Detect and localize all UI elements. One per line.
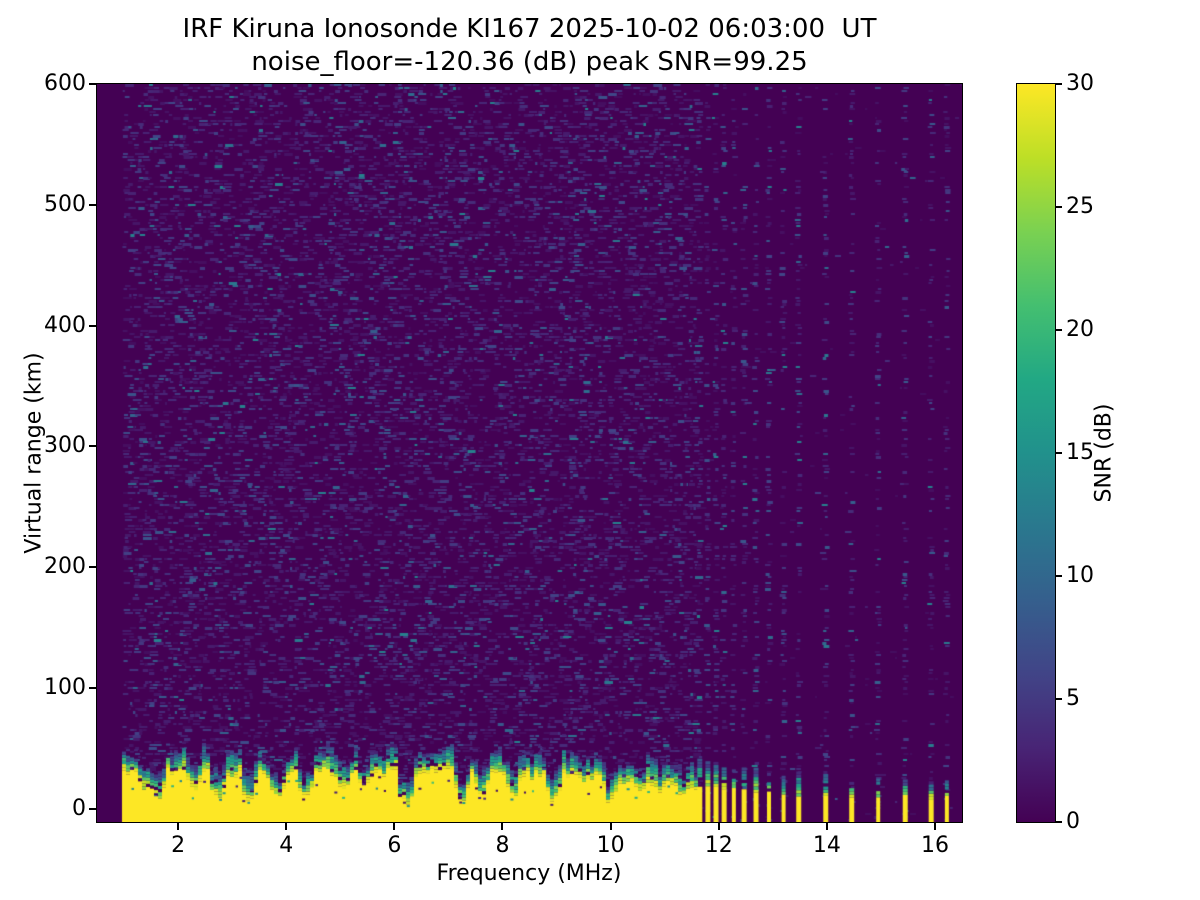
- y-tick-mark: [89, 83, 97, 85]
- colorbar-tick-label: 10: [1066, 563, 1094, 588]
- y-tick-mark: [89, 203, 97, 206]
- chart-title: IRF Kiruna Ionosonde KI167 2025-10-02 06…: [182, 14, 877, 44]
- colorbar-tick-mark: [1055, 575, 1062, 577]
- y-tick-mark: [89, 445, 97, 448]
- y-tick-mark: [89, 324, 97, 327]
- colorbar-tick-label: 5: [1066, 686, 1080, 711]
- x-tick-mark: [393, 822, 396, 830]
- y-tick-label: 100: [44, 674, 86, 700]
- colorbar-tick-mark: [1055, 206, 1062, 208]
- x-tick-label: 2: [171, 833, 186, 858]
- x-tick-label: 6: [387, 833, 402, 858]
- colorbar-tick-mark: [1055, 698, 1062, 700]
- title-block: IRF Kiruna Ionosonde KI167 2025-10-02 06…: [97, 13, 962, 79]
- colorbar-tick-label: 25: [1066, 194, 1094, 219]
- colorbar-tick-mark: [1055, 83, 1062, 85]
- x-tick-label: 4: [279, 833, 294, 858]
- plot-area: [96, 83, 963, 823]
- y-tick-mark: [89, 566, 97, 569]
- y-tick-label: 200: [44, 554, 86, 580]
- colorbar-tick-label: 20: [1066, 317, 1094, 342]
- x-tick-label: 16: [920, 833, 949, 858]
- chart-subtitle: noise_floor=-120.36 (dB) peak SNR=99.25: [251, 47, 808, 77]
- y-axis-label: Virtual range (km): [21, 352, 47, 554]
- x-axis-label: Frequency (MHz): [436, 861, 622, 886]
- colorbar: [1016, 83, 1056, 823]
- y-tick-mark: [89, 686, 97, 689]
- x-tick-mark: [825, 822, 828, 830]
- colorbar-tick-mark: [1055, 821, 1062, 823]
- x-tick-mark: [933, 822, 936, 830]
- colorbar-label: SNR (dB): [1091, 403, 1117, 503]
- x-tick-label: 8: [495, 833, 510, 858]
- x-tick-mark: [717, 822, 720, 830]
- colorbar-tick-label: 0: [1066, 809, 1080, 834]
- colorbar-tick-mark: [1055, 329, 1062, 331]
- x-tick-label: 14: [812, 833, 841, 858]
- colorbar-tick-mark: [1055, 452, 1062, 454]
- x-tick-mark: [177, 822, 180, 830]
- x-tick-mark: [285, 822, 288, 830]
- y-tick-mark: [89, 807, 97, 810]
- x-tick-label: 10: [596, 833, 625, 858]
- colorbar-tick-label: 15: [1066, 440, 1094, 465]
- y-tick-label: 600: [44, 71, 86, 96]
- heatmap-canvas: [97, 84, 962, 822]
- colorbar-gradient: [1017, 84, 1055, 822]
- y-tick-label: 300: [44, 433, 86, 459]
- y-tick-label: 0: [72, 795, 86, 821]
- x-tick-mark: [609, 822, 612, 830]
- x-tick-mark: [501, 822, 504, 830]
- y-tick-label: 400: [44, 312, 86, 338]
- x-tick-label: 12: [704, 833, 733, 858]
- y-tick-label: 500: [44, 191, 86, 217]
- colorbar-tick-label: 30: [1066, 71, 1094, 96]
